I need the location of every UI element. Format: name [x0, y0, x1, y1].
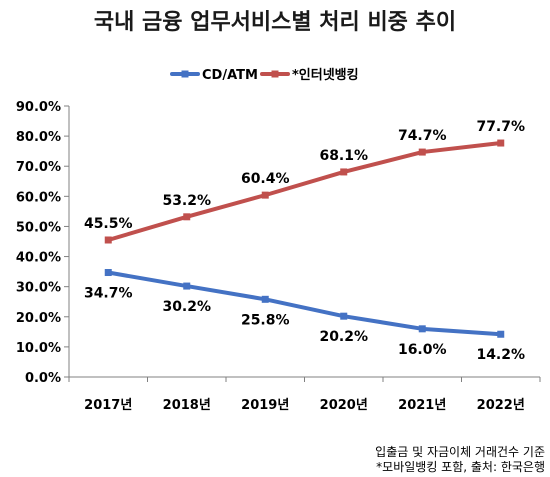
- y-tick-label: 30.0%: [16, 281, 61, 296]
- note-source: *모바일뱅킹 포함, 출처: 한국은행: [376, 459, 545, 474]
- data-label: 53.2%: [162, 193, 211, 209]
- data-point: [183, 213, 191, 221]
- y-tick-label: 10.0%: [16, 341, 61, 356]
- data-point: [497, 139, 505, 147]
- data-label: 77.7%: [476, 119, 525, 135]
- x-tick-label: 2017년: [84, 398, 132, 413]
- legend-label: CD/ATM: [202, 68, 258, 83]
- series-line-1: [106, 141, 503, 242]
- data-point: [261, 191, 269, 199]
- data-point: [497, 330, 505, 338]
- y-tick-label: 80.0%: [16, 130, 61, 145]
- series-line-0: [106, 270, 503, 337]
- data-label: 14.2%: [476, 347, 525, 363]
- legend-swatch-marker: [181, 70, 189, 78]
- data-point: [104, 236, 112, 244]
- legend: CD/ATM *인터넷뱅킹: [170, 67, 359, 83]
- y-tick-label: 90.0%: [16, 100, 61, 115]
- data-label: 34.7%: [84, 286, 133, 302]
- axes: 0.0% 10.0% 20.0% 30.0% 40.0% 50.0% 60.0% 70.0% 8…: [16, 100, 541, 413]
- y-tick-label: 0.0%: [25, 371, 61, 386]
- x-tick-label: 2020년: [320, 398, 368, 413]
- chart-title: 국내 금융 업무서비스별 처리 비중 추이: [94, 10, 456, 35]
- data-point: [183, 282, 191, 290]
- data-label: 68.1%: [319, 148, 368, 164]
- data-label: 60.4%: [241, 171, 290, 187]
- x-tick-label: 2018년: [163, 398, 211, 413]
- data-point: [340, 168, 348, 176]
- x-tick-label: 2019년: [241, 398, 289, 413]
- data-labels: 34.7% 30.2% 25.8% 20.2% 16.0% 14.2% 45.5% 53.2%…: [84, 119, 525, 363]
- y-tick-label: 40.0%: [16, 251, 61, 266]
- data-point: [104, 269, 112, 277]
- y-tick-label: 70.0%: [16, 160, 61, 175]
- x-tick-label: 2021년: [398, 398, 446, 413]
- data-label: 20.2%: [319, 329, 368, 345]
- data-point: [340, 312, 348, 320]
- y-tick-label: 50.0%: [16, 220, 61, 235]
- y-tick-label: 60.0%: [16, 190, 61, 205]
- x-tick-label: 2022년: [477, 398, 525, 413]
- data-label: 25.8%: [241, 312, 290, 328]
- y-tick-label: 20.0%: [16, 311, 61, 326]
- legend-swatch-marker: [271, 70, 279, 78]
- data-label: 45.5%: [84, 216, 133, 232]
- legend-label: *인터넷뱅킹: [292, 67, 359, 83]
- series-layer: [104, 139, 505, 338]
- data-label: 74.7%: [398, 128, 447, 144]
- data-label: 30.2%: [162, 299, 211, 315]
- data-point: [261, 295, 269, 303]
- data-label: 16.0%: [398, 342, 447, 358]
- data-point: [418, 325, 426, 333]
- data-point: [418, 148, 426, 156]
- note-basis: 입출금 및 자금이체 거래건수 기준: [375, 445, 545, 459]
